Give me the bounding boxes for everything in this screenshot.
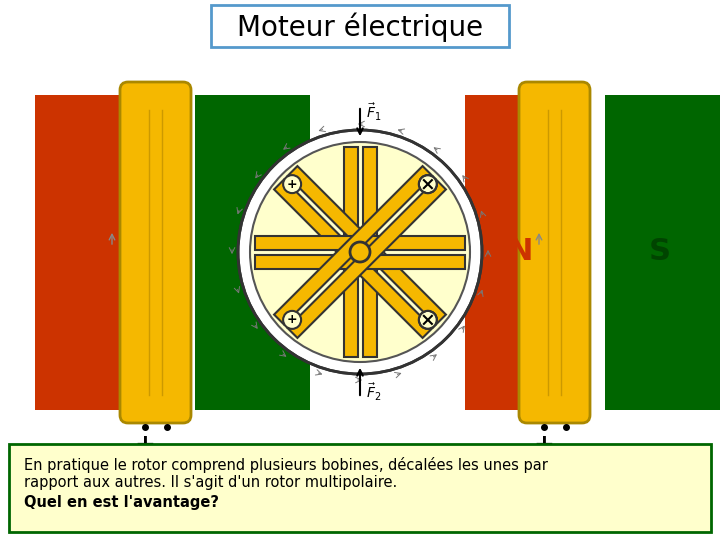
Polygon shape [362, 147, 377, 357]
Circle shape [250, 142, 470, 362]
Circle shape [238, 130, 482, 374]
Polygon shape [255, 235, 465, 249]
FancyBboxPatch shape [519, 82, 590, 423]
Text: −: − [156, 433, 177, 457]
Text: +: + [287, 178, 297, 191]
Polygon shape [287, 166, 446, 325]
Text: Quel en est l'avantage?: Quel en est l'avantage? [24, 496, 219, 510]
Bar [465, 95, 580, 410]
Polygon shape [274, 166, 433, 325]
Circle shape [419, 311, 437, 329]
Text: N: N [81, 238, 106, 267]
Circle shape [419, 175, 437, 193]
Text: S: S [649, 238, 671, 267]
Text: S: S [244, 238, 266, 267]
FancyBboxPatch shape [9, 444, 711, 532]
Polygon shape [255, 254, 465, 268]
FancyBboxPatch shape [211, 5, 509, 47]
Bar [35, 95, 150, 410]
Text: N: N [508, 238, 533, 267]
Polygon shape [343, 147, 358, 357]
Circle shape [283, 175, 301, 193]
Text: $\vec{F}_2$: $\vec{F}_2$ [366, 381, 382, 402]
Text: +: + [533, 433, 554, 457]
Text: rapport aux autres. Il s'agit d'un rotor multipolaire.: rapport aux autres. Il s'agit d'un rotor… [24, 476, 397, 490]
Polygon shape [287, 179, 446, 338]
Text: −: − [555, 433, 576, 457]
Circle shape [283, 311, 301, 329]
Text: +: + [287, 313, 297, 326]
Bar [605, 95, 720, 410]
Circle shape [350, 242, 370, 262]
FancyBboxPatch shape [120, 82, 191, 423]
Polygon shape [274, 179, 433, 338]
Text: En pratique le rotor comprend plusieurs bobines, décalées les unes par: En pratique le rotor comprend plusieurs … [24, 457, 548, 473]
Text: +: + [134, 433, 155, 457]
Bar [195, 95, 310, 410]
Text: Moteur électrique: Moteur électrique [237, 12, 483, 42]
Text: $\vec{F}_1$: $\vec{F}_1$ [366, 102, 382, 123]
